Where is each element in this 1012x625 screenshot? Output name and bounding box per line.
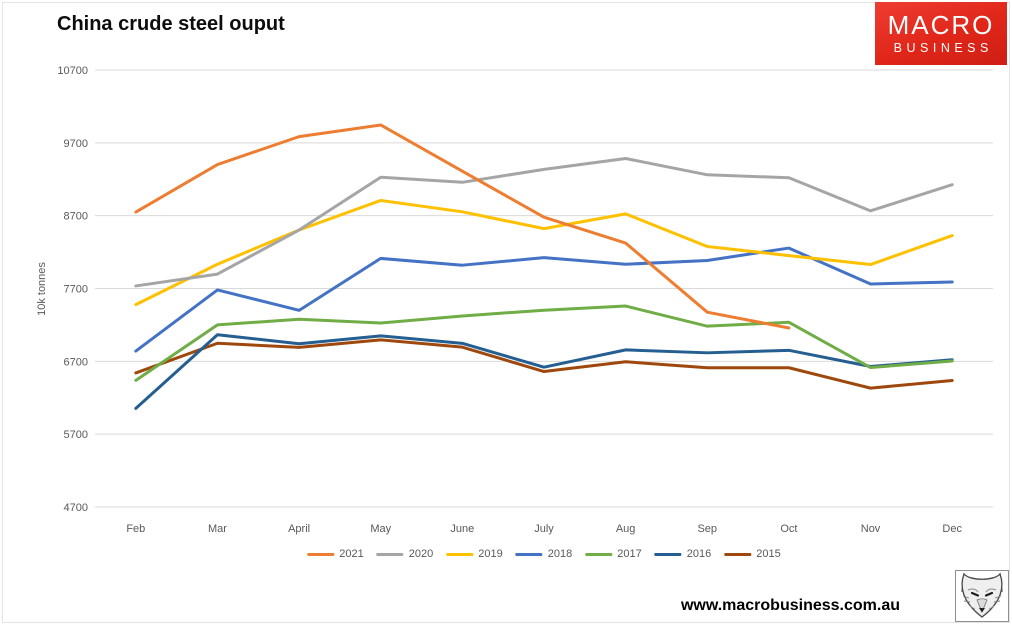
legend-label-2016: 2016 [686, 548, 712, 560]
legend-label-2019: 2019 [478, 548, 503, 560]
x-tick-label: Sep [697, 523, 717, 535]
x-tick-label: June [450, 523, 474, 535]
x-tick-label: Mar [208, 523, 227, 535]
legend-item-2016: 2016 [654, 548, 712, 560]
legend-item-2019: 2019 [446, 548, 503, 560]
x-tick-label: Nov [861, 523, 881, 535]
y-tick-label: 9700 [64, 138, 88, 150]
legend-item-2017: 2017 [585, 548, 642, 560]
logo-text-business: BUSINESS [893, 41, 993, 55]
y-tick-label: 4700 [64, 502, 88, 514]
x-tick-label: July [534, 523, 554, 535]
series-line-2018 [134, 246, 954, 353]
legend-swatch-2021 [307, 552, 335, 556]
legend-swatch-2016 [654, 552, 682, 556]
x-tick-label: April [288, 523, 310, 535]
y-tick-label: 5700 [64, 429, 88, 441]
legend-swatch-2020 [376, 552, 404, 556]
legend-swatch-2015 [724, 552, 752, 556]
y-tick-label: 8700 [64, 211, 88, 223]
legend-label-2021: 2021 [339, 548, 364, 560]
series-line-2016 [134, 333, 954, 410]
legend-label-2020: 2020 [408, 548, 434, 560]
series-line-2021 [134, 123, 791, 330]
legend-label-2018: 2018 [547, 548, 573, 560]
x-tick-label: May [370, 523, 391, 535]
series-line-2020 [134, 156, 954, 288]
legend-item-2020: 2020 [376, 548, 434, 560]
series-line-2015 [134, 338, 954, 390]
legend-swatch-2019 [446, 552, 474, 556]
chart-legend: 2021 2020 2019 2018 2017 2016 2015 [307, 548, 781, 560]
fox-logo [955, 570, 1009, 622]
series-line-2017 [134, 304, 954, 382]
series-line-2019 [134, 198, 954, 307]
page-title: China crude steel ouput [57, 13, 285, 35]
legend-swatch-2017 [585, 552, 613, 556]
x-tick-label: Dec [942, 523, 962, 535]
x-tick-label: Feb [126, 523, 145, 535]
x-tick-label: Oct [780, 523, 797, 535]
y-axis-title: 10k tonnes [36, 262, 48, 316]
y-tick-label: 10700 [57, 65, 88, 77]
legend-swatch-2018 [515, 552, 543, 556]
y-tick-label: 6700 [64, 356, 88, 368]
macrobusiness-logo: MACRO BUSINESS [875, 2, 1007, 65]
website-url: www.macrobusiness.com.au [680, 597, 900, 614]
legend-label-2015: 2015 [756, 548, 781, 560]
x-tick-label: Aug [616, 523, 636, 535]
y-tick-label: 7700 [64, 284, 88, 296]
logo-text-macro: MACRO [887, 10, 995, 40]
legend-item-2018: 2018 [515, 548, 573, 560]
fox-sketch-icon [961, 572, 1003, 618]
legend-label-2017: 2017 [617, 548, 642, 560]
legend-item-2021: 2021 [307, 548, 364, 560]
legend-item-2015: 2015 [724, 548, 781, 560]
